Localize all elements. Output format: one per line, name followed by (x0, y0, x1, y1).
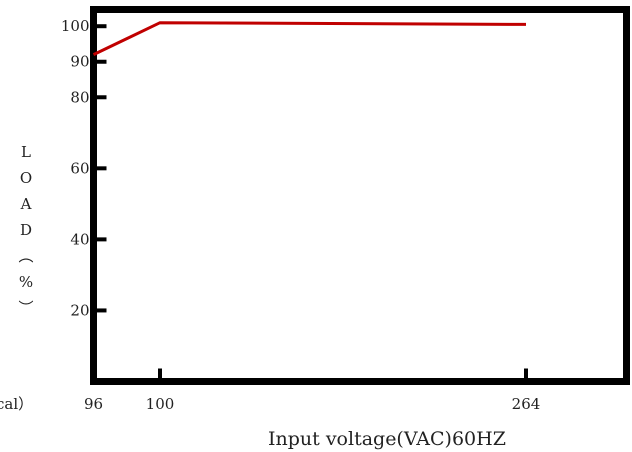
x-tick-label-96: 96 (84, 395, 103, 413)
y-tick-label-40: 40 (70, 230, 89, 248)
y-tick-label-100: 100 (61, 17, 90, 35)
x-tick-label-264: 264 (512, 395, 541, 413)
ylabel-char-1: O (20, 169, 32, 187)
x-axis-tick-labels: 96 100 264 (84, 395, 540, 413)
x-tick-label-100: 100 (146, 395, 175, 413)
y-tick-label-20: 20 (70, 301, 89, 319)
ylabel-char-0: L (21, 143, 31, 161)
x-axis-label: Input voltage(VAC)60HZ (268, 428, 506, 450)
y-axis-tick-labels: 20 40 60 80 90 100 (61, 17, 90, 319)
ylabel-char-6: ︶ (18, 299, 33, 317)
y-tick-label-90: 90 (70, 53, 89, 71)
ylabel-char-5: % (19, 273, 33, 291)
x-axis-ticks (158, 368, 528, 382)
ylabel-char-4: ︵ (18, 247, 33, 265)
clipped-left-label: cal） (0, 395, 33, 413)
y-tick-label-80: 80 (70, 88, 89, 106)
y-axis-ticks (93, 24, 107, 313)
ylabel-char-2: A (20, 195, 32, 213)
y-tick-label-60: 60 (70, 159, 89, 177)
plot-frame (90, 6, 630, 385)
series-layer (92, 21, 527, 56)
series-line-0 (92, 21, 527, 56)
ylabel-char-3: D (20, 221, 32, 239)
